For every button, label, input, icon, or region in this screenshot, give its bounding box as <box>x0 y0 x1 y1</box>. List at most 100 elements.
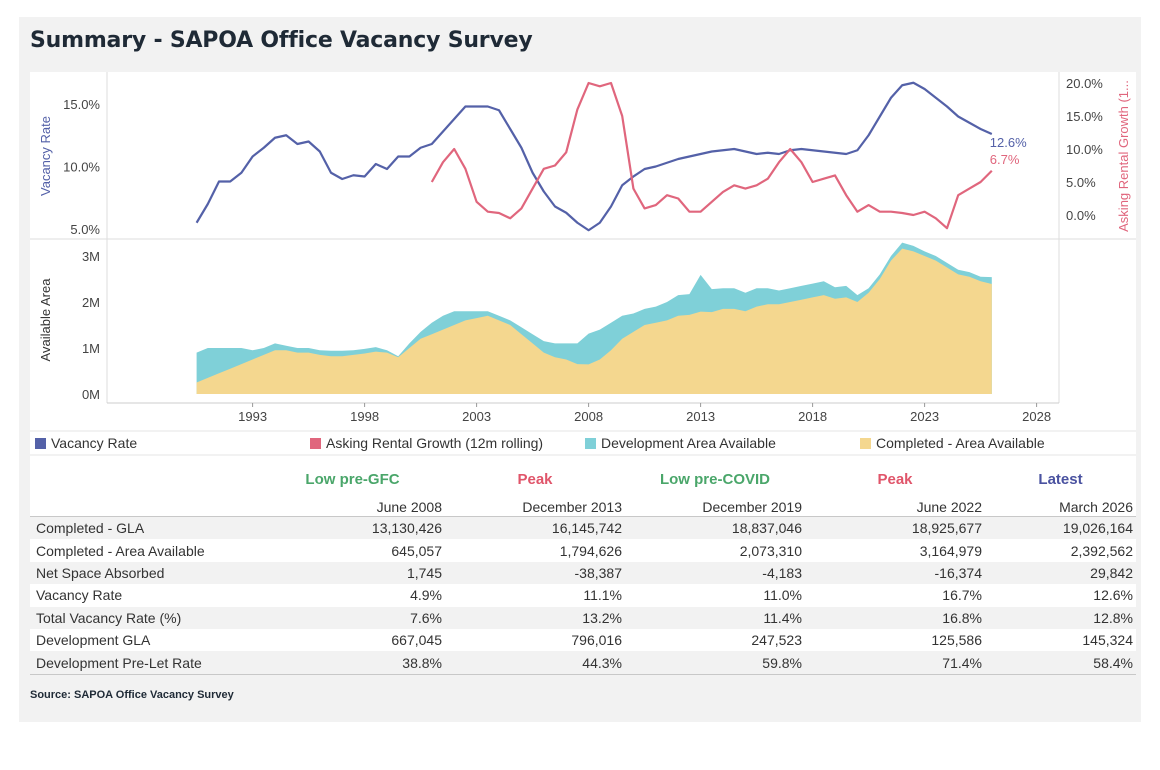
table-cell: -4,183 <box>625 561 805 585</box>
table-cell: 667,045 <box>391 632 442 649</box>
y-bottom-tick-label: 3M <box>82 249 100 264</box>
legend-item: Development Area Available <box>585 435 776 451</box>
table-cell: 11.4% <box>625 606 805 629</box>
table-cell: 125,586 <box>931 632 982 649</box>
x-tick-label: 2008 <box>574 409 603 424</box>
table-cell: 3,164,979 <box>919 542 982 559</box>
table-cell: 58.4% <box>985 651 1136 675</box>
table-cell: 13,130,426 <box>260 516 445 540</box>
table-date-empty <box>30 498 260 517</box>
table-column-date: December 2019 <box>625 498 805 517</box>
table-column-header: Low pre-COVID <box>659 470 770 488</box>
y-right-tick-label: 15.0% <box>1066 109 1103 124</box>
table-row-label: Net Space Absorbed <box>30 561 260 585</box>
table-cell: 71.4% <box>805 651 985 675</box>
table-row-label: Vacancy Rate <box>36 587 123 604</box>
table-cell: 38.8% <box>260 651 445 675</box>
page-title: Summary - SAPOA Office Vacancy Survey <box>30 28 533 53</box>
table-cell: -38,387 <box>445 561 625 585</box>
table-cell: 796,016 <box>571 632 622 649</box>
table-cell: 16.8% <box>805 606 985 629</box>
table-column-date: March 2026 <box>985 498 1136 517</box>
y-bottom-axis-title: Available Area <box>38 278 53 362</box>
legend-swatch <box>860 437 871 449</box>
y-right-tick-label: 5.0% <box>1066 175 1096 190</box>
table-cell: 16.7% <box>942 587 982 604</box>
y-left-tick-label: 5.0% <box>70 222 100 237</box>
table-column-date: December 2013 <box>445 498 625 517</box>
table-cell: 13.2% <box>445 606 625 629</box>
table-row: Development Pre-Let Rate 38.8% 44.3% 59.8% 7… <box>30 651 1136 675</box>
y-left-axis-title: Vacancy Rate <box>38 116 53 196</box>
table-row-label: Completed - Area Available <box>36 542 205 559</box>
x-tick-label: 2018 <box>798 409 827 424</box>
table-column-header: Peak <box>517 470 553 488</box>
table-cell: 19,026,164 <box>985 516 1136 540</box>
table-row: Development GLA 667,045 796,016 247,523 125,… <box>30 629 1136 651</box>
table-row: Total Vacancy Rate (%) 7.6% 13.2% 11.4% 16.8… <box>30 606 1136 629</box>
y-bottom-tick-label: 1M <box>82 341 100 356</box>
table-cell: 2,073,310 <box>739 542 802 559</box>
summary-table: Low pre-GFC Peak Low pre-COVID Peak Latest Ju… <box>30 456 1136 675</box>
table-cell: 645,057 <box>391 542 442 559</box>
vacancy-rate-line <box>195 81 993 232</box>
table-cell: 18,837,046 <box>625 516 805 540</box>
y-left-tick-label: 10.0% <box>63 160 100 175</box>
legend-swatch <box>585 437 596 449</box>
table-row: Net Space Absorbed 1,745 -38,387 -4,183 -16,… <box>30 561 1136 585</box>
table-cell: 12.6% <box>1093 587 1133 604</box>
table-column-date: June 2008 <box>260 498 445 517</box>
table-cell: 1,745 <box>260 561 445 585</box>
table-cell: 4.9% <box>410 587 442 604</box>
y-right-tick-label: 10.0% <box>1066 142 1103 157</box>
completed-area-series <box>196 248 992 394</box>
table-cell: 18,925,677 <box>805 516 985 540</box>
legend-item: Vacancy Rate <box>35 435 137 451</box>
x-tick-label: 1993 <box>238 409 267 424</box>
combined-chart: 5.0% 10.0% 15.0% 0.0% 5.0% 10.0% 15.0% 20.0% Vac… <box>30 72 1136 424</box>
table-cell: 7.6% <box>260 606 445 629</box>
table-cell: 1,794,626 <box>559 542 622 559</box>
summary-table-wrap: Low pre-GFC Peak Low pre-COVID Peak Latest Ju… <box>30 456 1136 675</box>
table-row-label: Total Vacancy Rate (%) <box>30 606 260 629</box>
table-cell: 11.1% <box>583 587 622 604</box>
x-tick-label: 2003 <box>462 409 491 424</box>
table-cell: 12.8% <box>985 606 1136 629</box>
x-tick-label: 2023 <box>910 409 939 424</box>
table-row-label: Development Pre-Let Rate <box>30 651 260 675</box>
source-note: Source: SAPOA Office Vacancy Survey <box>30 689 234 701</box>
y-bottom-tick-label: 0M <box>82 387 100 402</box>
table-column-header: Low pre-GFC <box>305 470 400 488</box>
y-right-axis-title: Asking Rental Growth (1... <box>1116 80 1131 232</box>
x-tick-label: 2028 <box>1022 409 1051 424</box>
table-cell: -16,374 <box>805 561 985 585</box>
chart-legend: Vacancy Rate Asking Rental Growth (12m ro… <box>30 432 1136 454</box>
table-row: Completed - Area Available 645,057 1,794,6… <box>30 539 1136 561</box>
legend-item: Completed - Area Available <box>860 435 1045 451</box>
legend-label: Vacancy Rate <box>51 435 138 451</box>
table-cell: 247,523 <box>751 632 802 649</box>
x-tick-label: 2013 <box>686 409 715 424</box>
table-cell: 2,392,562 <box>1070 542 1133 559</box>
table-row: Completed - GLA 13,130,426 16,145,742 18,83… <box>30 516 1136 540</box>
legend-label: Development Area Available <box>601 435 776 451</box>
legend-swatch <box>310 437 321 449</box>
table-date-row: June 2008 December 2013 December 2019 June … <box>30 498 1136 517</box>
legend-label: Completed - Area Available <box>876 435 1045 451</box>
chart-card: 5.0% 10.0% 15.0% 0.0% 5.0% 10.0% 15.0% 20.0% Vac… <box>30 72 1136 430</box>
table-cell: 29,842 <box>985 561 1136 585</box>
table-row: Vacancy Rate 4.9% 11.1% 11.0% 16.7% 12.6% <box>30 584 1136 606</box>
table-column-header: Latest <box>1038 470 1083 488</box>
y-bottom-tick-label: 2M <box>82 295 100 310</box>
table-column-date: June 2022 <box>805 498 985 517</box>
table-row-label: Completed - GLA <box>30 516 260 540</box>
rental-growth-line <box>430 81 993 230</box>
table-cell: 59.8% <box>625 651 805 675</box>
table-cell: 44.3% <box>445 651 625 675</box>
legend-swatch <box>35 437 46 449</box>
table-cell: 16,145,742 <box>445 516 625 540</box>
table-row-label: Development GLA <box>36 632 151 649</box>
legend-item: Asking Rental Growth (12m rolling) <box>310 435 543 451</box>
table-cell: 145,324 <box>1082 632 1133 649</box>
legend-label: Asking Rental Growth (12m rolling) <box>326 435 544 451</box>
